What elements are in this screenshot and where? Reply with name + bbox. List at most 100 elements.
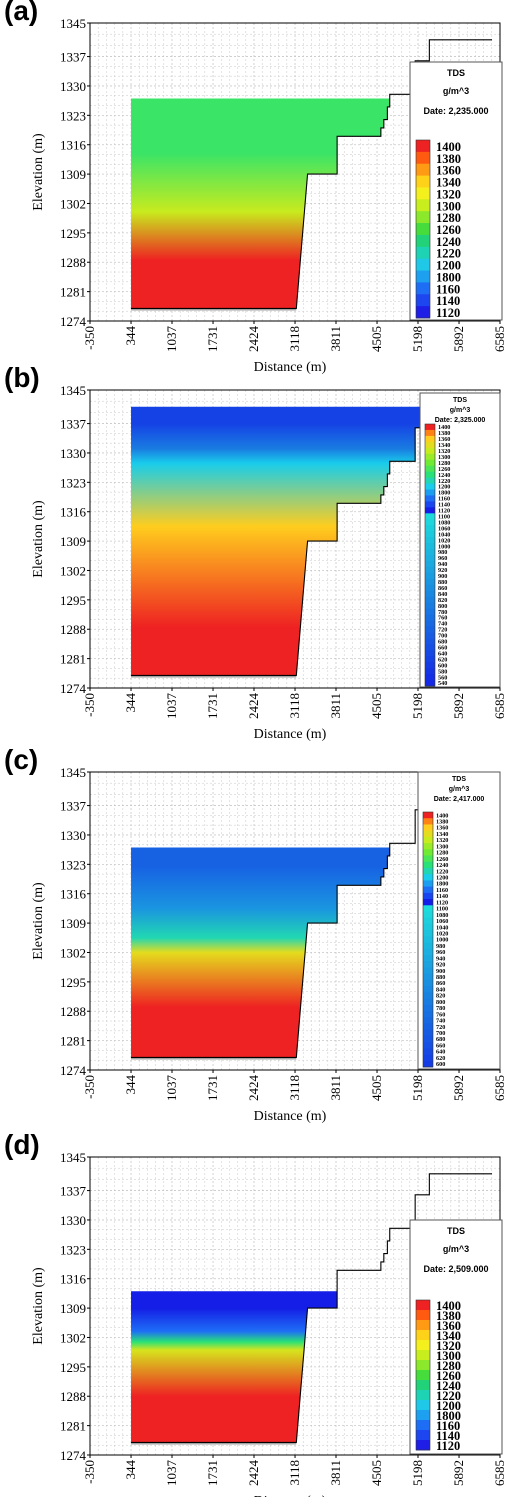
y-tick-label: 1337 (60, 417, 87, 432)
legend-swatch (423, 936, 433, 943)
y-tick-label: 1281 (60, 652, 86, 667)
legend-swatch (425, 555, 435, 561)
y-tick-label: 1288 (60, 622, 86, 637)
legend-swatch (423, 1023, 433, 1030)
legend-swatch (423, 812, 433, 819)
panel-label: (b) (4, 362, 40, 393)
legend-swatch (423, 893, 433, 900)
legend-swatch (425, 662, 435, 668)
legend-swatch (416, 152, 430, 164)
x-tick-label: 3118 (287, 693, 302, 719)
legend-swatch (416, 1300, 430, 1310)
legend-swatch (425, 668, 435, 674)
legend-swatch (416, 294, 430, 306)
y-tick-label: 1316 (60, 138, 87, 153)
y-tick-label: 1309 (60, 916, 86, 931)
legend-swatch (425, 567, 435, 573)
legend-unit: g/m^3 (450, 406, 471, 414)
y-tick-label: 1345 (60, 1150, 86, 1165)
x-tick-label: -350 (82, 1075, 97, 1099)
y-tick-label: 1302 (60, 945, 86, 960)
x-axis-title: Distance (m) (254, 1109, 327, 1124)
legend: TDSg/m^3Date: 2,417.00014001380136013401… (418, 772, 500, 1069)
y-tick-label: 1345 (60, 16, 86, 31)
y-tick-label: 1281 (60, 1419, 86, 1434)
legend-swatch (423, 980, 433, 987)
y-tick-label: 1316 (60, 1272, 87, 1287)
legend-swatch (425, 436, 435, 442)
legend-swatch (425, 430, 435, 436)
legend-swatch (423, 961, 433, 968)
legend-swatch (425, 656, 435, 662)
legend-swatch (425, 585, 435, 591)
legend-swatch (416, 1320, 430, 1330)
y-tick-label: 1295 (60, 593, 86, 608)
x-axis-title: Distance (m) (254, 360, 327, 375)
legend-swatch (425, 591, 435, 597)
legend-swatch (425, 513, 435, 519)
y-tick-label: 1309 (60, 1301, 86, 1316)
x-tick-label: 6585 (492, 1075, 507, 1101)
y-tick-label: 1330 (60, 79, 86, 94)
legend-label: 1120 (436, 1439, 460, 1453)
x-tick-label: 1037 (164, 693, 179, 720)
legend-swatch (416, 164, 430, 176)
legend-date: Date: 2,417.000 (434, 796, 485, 803)
legend-unit: g/m^3 (449, 785, 470, 793)
x-tick-label: 344 (123, 326, 138, 346)
legend-swatch (423, 837, 433, 844)
legend-swatch (425, 472, 435, 478)
y-tick-label: 1288 (60, 1389, 86, 1404)
y-tick-label: 1330 (60, 1213, 86, 1228)
legend-swatch (425, 460, 435, 466)
legend-swatch (425, 680, 435, 686)
x-tick-label: 2424 (246, 1075, 261, 1102)
x-tick-label: 5892 (451, 1460, 466, 1486)
legend-colorbar (425, 424, 435, 686)
legend-swatch (423, 862, 433, 869)
legend-label: 600 (436, 1061, 445, 1068)
x-tick-label: 4505 (369, 1075, 384, 1101)
y-tick-label: 1345 (60, 383, 86, 398)
chart-panel: (b) 1345133713301323131613091302129512881… (4, 362, 507, 742)
legend-swatch (416, 187, 430, 199)
legend-swatch (416, 282, 430, 294)
legend-label: 1120 (436, 306, 460, 320)
x-tick-label: 3811 (328, 693, 343, 719)
panel-label: (c) (4, 744, 38, 775)
y-tick-label: 1309 (60, 534, 86, 549)
legend-swatch (423, 899, 433, 906)
legend-swatch (423, 868, 433, 875)
legend-swatch (423, 974, 433, 981)
x-tick-label: -350 (82, 326, 97, 350)
x-tick-label: 1037 (164, 1460, 179, 1487)
legend-label: 540 (438, 680, 447, 687)
x-tick-label: 344 (123, 693, 138, 713)
y-tick-label: 1281 (60, 1034, 86, 1049)
legend-unit: g/m^3 (443, 86, 469, 96)
legend-swatch (423, 1011, 433, 1018)
x-tick-label: 1731 (205, 693, 220, 719)
legend-swatch (425, 507, 435, 513)
legend-swatch (425, 561, 435, 567)
legend-swatch (425, 490, 435, 496)
chart-panel: (d) 1345133713301323131613091302129512881… (4, 1129, 507, 1497)
x-tick-label: 3811 (328, 1460, 343, 1486)
y-tick-label: 1323 (60, 857, 86, 872)
x-tick-label: 3118 (287, 326, 302, 352)
legend-unit: g/m^3 (443, 1244, 469, 1254)
y-tick-label: 1302 (60, 196, 86, 211)
legend-swatch (416, 1350, 430, 1360)
legend-title: TDS (447, 1226, 465, 1236)
legend-swatch (416, 271, 430, 283)
x-tick-label: 3811 (328, 1075, 343, 1101)
legend-swatch (425, 501, 435, 507)
y-tick-label: 1323 (60, 108, 86, 123)
y-tick-label: 1288 (60, 255, 86, 270)
x-tick-label: 5892 (451, 326, 466, 352)
legend-swatch (416, 247, 430, 259)
x-tick-label: 6585 (492, 693, 507, 719)
x-tick-label: 1731 (205, 1460, 220, 1486)
y-tick-label: 1316 (60, 505, 87, 520)
panel-label: (a) (4, 0, 38, 26)
